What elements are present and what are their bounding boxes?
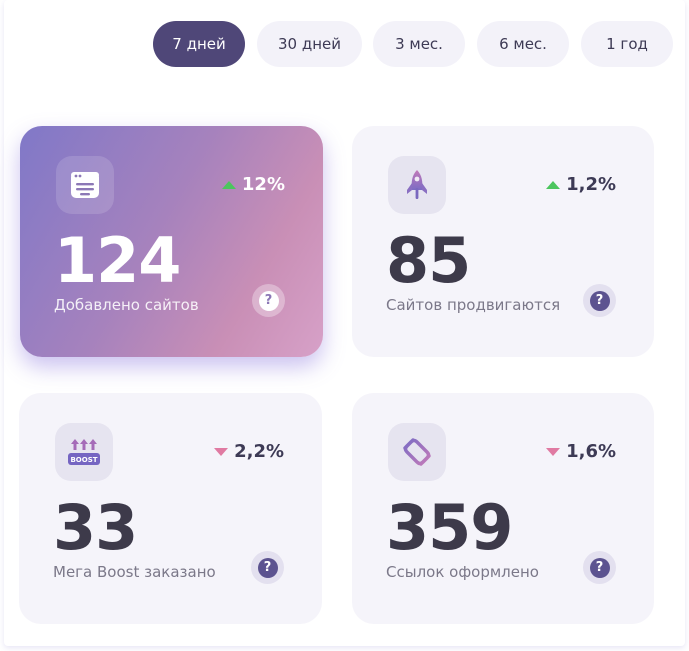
tab-3-months[interactable]: 3 мес.: [373, 21, 465, 67]
tab-1-year[interactable]: 1 год: [581, 21, 673, 67]
trend-value: 1,2%: [566, 174, 616, 195]
stat-label: Сайтов продвигаются: [386, 296, 561, 314]
stat-value: 85: [386, 224, 471, 297]
trend-badge: 12%: [221, 174, 285, 195]
question-icon: ?: [258, 290, 279, 311]
trend-value: 12%: [241, 174, 285, 195]
arrow-down-icon: [214, 447, 229, 456]
arrow-up-icon: [546, 180, 561, 189]
stat-label: Добавлено сайтов: [54, 296, 199, 314]
stat-card-sites-promoted[interactable]: 1,2% 85 Сайтов продвигаются ?: [352, 126, 654, 357]
help-button[interactable]: ?: [251, 551, 284, 584]
boost-icon-text: BOOST: [70, 456, 97, 464]
trend-badge: 2,2%: [214, 441, 284, 462]
question-icon: ?: [589, 290, 610, 311]
period-tabs: 7 дней 30 дней 3 мес. 6 мес. 1 год: [4, 21, 685, 67]
trend-value: 2,2%: [234, 441, 284, 462]
stat-value: 33: [53, 491, 138, 564]
help-button[interactable]: ?: [252, 284, 285, 317]
stats-panel: 7 дней 30 дней 3 мес. 6 мес. 1 год 12% 1…: [4, 0, 685, 646]
browser-window-icon: [56, 156, 114, 214]
tab-7-days[interactable]: 7 дней: [153, 21, 245, 67]
boost-icon: BOOST: [55, 423, 113, 481]
trend-badge: 1,2%: [546, 174, 616, 195]
stat-card-links[interactable]: 1,6% 359 Ссылок оформлено ?: [352, 393, 654, 624]
stat-label: Мега Boost заказано: [53, 563, 216, 581]
rocket-icon: [388, 156, 446, 214]
trend-badge: 1,6%: [546, 441, 616, 462]
stat-value: 124: [54, 224, 181, 297]
stat-label: Ссылок оформлено: [386, 563, 539, 581]
tab-30-days[interactable]: 30 дней: [257, 21, 362, 67]
stat-card-mega-boost[interactable]: BOOST 2,2% 33 Мега Boost заказано ?: [19, 393, 322, 624]
question-icon: ?: [589, 557, 610, 578]
arrow-up-icon: [221, 180, 236, 189]
question-icon: ?: [257, 557, 278, 578]
stat-card-sites-added[interactable]: 12% 124 Добавлено сайтов ?: [20, 126, 323, 357]
links-chain-icon: [388, 423, 446, 481]
stat-value: 359: [386, 491, 513, 564]
tab-6-months[interactable]: 6 мес.: [477, 21, 569, 67]
help-button[interactable]: ?: [583, 551, 616, 584]
help-button[interactable]: ?: [583, 284, 616, 317]
trend-value: 1,6%: [566, 441, 616, 462]
arrow-down-icon: [546, 447, 561, 456]
